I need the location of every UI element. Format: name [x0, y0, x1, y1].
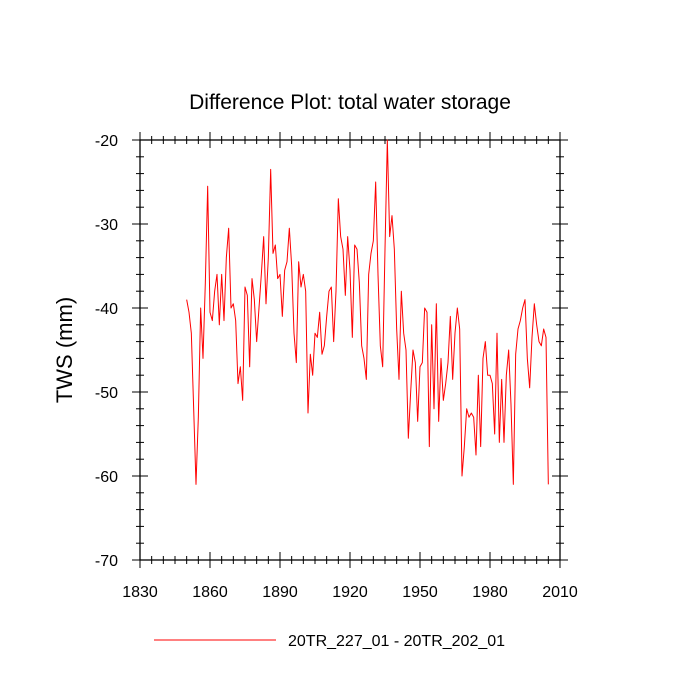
- series-line: [186, 139, 549, 485]
- y-tick-label: -30: [95, 217, 118, 234]
- legend: 20TR_227_01 - 20TR_202_01: [154, 633, 505, 650]
- series-layer: [186, 139, 549, 485]
- chart-title: Difference Plot: total water storage: [189, 91, 511, 114]
- x-tick-label: 1980: [472, 584, 508, 601]
- x-tick-label: 2010: [542, 584, 578, 601]
- legend-label: 20TR_227_01 - 20TR_202_01: [288, 633, 505, 650]
- y-tick-label: -40: [95, 301, 118, 318]
- x-tick-label: 1950: [402, 584, 438, 601]
- y-tick-label: -50: [95, 385, 118, 402]
- x-tick-label: 1860: [192, 584, 228, 601]
- axes: 1830 1860 1890 1920 1950 1980 2010 -70 -60 -50 -40…: [95, 132, 578, 601]
- x-tick-label: 1920: [332, 584, 368, 601]
- x-tick-label: 1830: [122, 584, 158, 601]
- x-tick-label: 1890: [262, 584, 298, 601]
- y-tick-label: -60: [95, 469, 118, 486]
- y-tick-label: -20: [95, 133, 118, 150]
- y-tick-label: -70: [95, 553, 118, 570]
- y-axis-label: TWS (mm): [52, 297, 77, 403]
